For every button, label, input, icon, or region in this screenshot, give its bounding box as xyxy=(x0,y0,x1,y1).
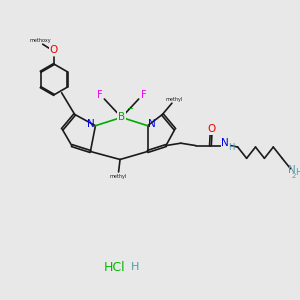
Text: HCl: HCl xyxy=(103,261,125,274)
Text: −: − xyxy=(126,105,133,114)
Text: H: H xyxy=(131,262,139,272)
Text: methyl: methyl xyxy=(110,174,127,179)
Text: N: N xyxy=(221,138,229,148)
Text: F: F xyxy=(141,91,146,100)
Text: 2: 2 xyxy=(291,173,296,179)
Text: O: O xyxy=(207,124,215,134)
Text: N: N xyxy=(148,119,156,129)
Text: N: N xyxy=(288,165,296,175)
Text: methoxy: methoxy xyxy=(29,38,51,43)
Text: B: B xyxy=(118,112,125,122)
Text: N: N xyxy=(87,119,94,129)
Text: H: H xyxy=(295,168,300,177)
Text: methyl: methyl xyxy=(166,97,183,101)
Text: O: O xyxy=(50,45,58,55)
Text: F: F xyxy=(97,91,102,100)
Text: H: H xyxy=(229,143,235,152)
